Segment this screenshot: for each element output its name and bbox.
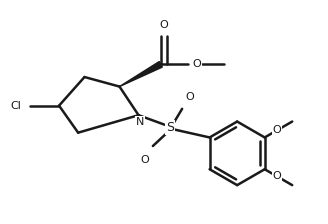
Text: O: O	[159, 21, 168, 30]
Text: O: O	[192, 59, 201, 69]
Text: O: O	[273, 171, 281, 181]
Text: O: O	[273, 125, 281, 135]
Text: Cl: Cl	[10, 101, 21, 111]
Polygon shape	[119, 62, 162, 86]
Text: O: O	[186, 92, 195, 102]
Text: O: O	[140, 155, 149, 165]
Text: S: S	[166, 121, 174, 134]
Text: N: N	[136, 117, 144, 127]
